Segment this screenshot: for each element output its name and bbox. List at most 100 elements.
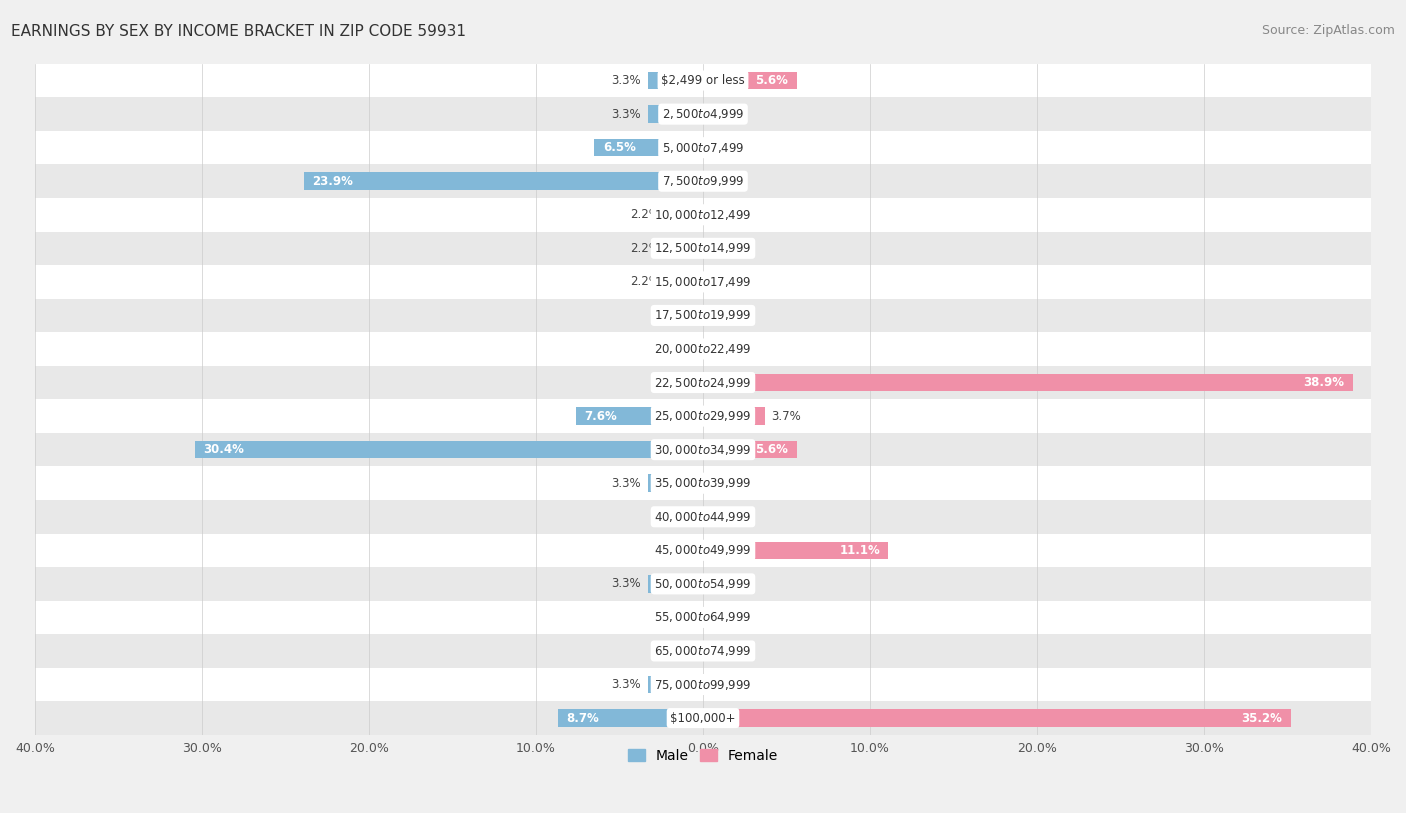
Text: $22,500 to $24,999: $22,500 to $24,999: [654, 376, 752, 389]
Bar: [35, 500, 1371, 533]
Text: 3.3%: 3.3%: [612, 74, 641, 87]
Text: 5.6%: 5.6%: [755, 443, 789, 456]
Text: 35.2%: 35.2%: [1241, 711, 1282, 724]
Bar: [703, 72, 797, 89]
Bar: [703, 541, 889, 559]
Text: 0.0%: 0.0%: [710, 241, 740, 254]
Bar: [666, 240, 703, 257]
Bar: [35, 366, 1371, 399]
Text: $55,000 to $64,999: $55,000 to $64,999: [654, 611, 752, 624]
Text: 11.1%: 11.1%: [839, 544, 880, 557]
Text: $5,000 to $7,499: $5,000 to $7,499: [662, 141, 744, 154]
Text: 0.0%: 0.0%: [710, 107, 740, 120]
Bar: [35, 298, 1371, 333]
Text: 7.6%: 7.6%: [585, 410, 617, 423]
Text: Source: ZipAtlas.com: Source: ZipAtlas.com: [1261, 24, 1395, 37]
Bar: [35, 333, 1371, 366]
Text: 0.0%: 0.0%: [666, 645, 696, 658]
Bar: [35, 567, 1371, 601]
Text: 0.0%: 0.0%: [666, 511, 696, 524]
Text: 0.0%: 0.0%: [710, 511, 740, 524]
Bar: [558, 710, 703, 727]
Text: $50,000 to $54,999: $50,000 to $54,999: [654, 577, 752, 591]
Text: $40,000 to $44,999: $40,000 to $44,999: [654, 510, 752, 524]
Bar: [648, 575, 703, 593]
Bar: [35, 667, 1371, 702]
Text: $15,000 to $17,499: $15,000 to $17,499: [654, 275, 752, 289]
Bar: [648, 676, 703, 693]
Text: $75,000 to $99,999: $75,000 to $99,999: [654, 677, 752, 692]
Text: 0.0%: 0.0%: [710, 175, 740, 188]
Text: 0.0%: 0.0%: [666, 544, 696, 557]
Bar: [35, 98, 1371, 131]
Text: $35,000 to $39,999: $35,000 to $39,999: [654, 476, 752, 490]
Text: 0.0%: 0.0%: [710, 645, 740, 658]
Text: 3.3%: 3.3%: [612, 476, 641, 489]
Text: $65,000 to $74,999: $65,000 to $74,999: [654, 644, 752, 658]
Bar: [666, 273, 703, 290]
Text: 5.6%: 5.6%: [755, 74, 789, 87]
Text: $30,000 to $34,999: $30,000 to $34,999: [654, 442, 752, 457]
Bar: [35, 601, 1371, 634]
Text: 0.0%: 0.0%: [710, 208, 740, 221]
Bar: [35, 634, 1371, 667]
Text: 0.0%: 0.0%: [710, 611, 740, 624]
Bar: [595, 139, 703, 156]
Bar: [35, 164, 1371, 198]
Text: $2,500 to $4,999: $2,500 to $4,999: [662, 107, 744, 121]
Text: 0.0%: 0.0%: [666, 611, 696, 624]
Text: $20,000 to $22,499: $20,000 to $22,499: [654, 342, 752, 356]
Bar: [35, 63, 1371, 98]
Bar: [648, 475, 703, 492]
Bar: [648, 72, 703, 89]
Bar: [703, 441, 797, 459]
Bar: [35, 131, 1371, 164]
Bar: [576, 407, 703, 425]
Text: $12,500 to $14,999: $12,500 to $14,999: [654, 241, 752, 255]
Text: 2.2%: 2.2%: [630, 208, 659, 221]
Text: 0.0%: 0.0%: [666, 376, 696, 389]
Bar: [703, 710, 1291, 727]
Text: 6.5%: 6.5%: [603, 141, 636, 154]
Text: EARNINGS BY SEX BY INCOME BRACKET IN ZIP CODE 59931: EARNINGS BY SEX BY INCOME BRACKET IN ZIP…: [11, 24, 467, 39]
Bar: [35, 702, 1371, 735]
Text: 3.3%: 3.3%: [612, 678, 641, 691]
Text: 0.0%: 0.0%: [710, 141, 740, 154]
Text: $2,499 or less: $2,499 or less: [661, 74, 745, 87]
Text: 8.7%: 8.7%: [567, 711, 599, 724]
Bar: [35, 232, 1371, 265]
Bar: [35, 533, 1371, 567]
Text: 0.0%: 0.0%: [710, 678, 740, 691]
Bar: [648, 106, 703, 123]
Bar: [35, 433, 1371, 467]
Bar: [35, 399, 1371, 433]
Text: 0.0%: 0.0%: [710, 276, 740, 289]
Bar: [195, 441, 703, 459]
Bar: [666, 206, 703, 224]
Bar: [703, 374, 1353, 391]
Legend: Male, Female: Male, Female: [623, 743, 783, 768]
Text: 30.4%: 30.4%: [204, 443, 245, 456]
Text: $10,000 to $12,499: $10,000 to $12,499: [654, 208, 752, 222]
Text: $25,000 to $29,999: $25,000 to $29,999: [654, 409, 752, 423]
Text: 2.2%: 2.2%: [630, 276, 659, 289]
Text: $7,500 to $9,999: $7,500 to $9,999: [662, 174, 744, 189]
Text: $100,000+: $100,000+: [671, 711, 735, 724]
Text: 0.0%: 0.0%: [710, 309, 740, 322]
Text: 3.7%: 3.7%: [772, 410, 801, 423]
Text: $17,500 to $19,999: $17,500 to $19,999: [654, 308, 752, 323]
Text: 2.2%: 2.2%: [630, 241, 659, 254]
Text: 0.0%: 0.0%: [710, 476, 740, 489]
Text: 0.0%: 0.0%: [710, 577, 740, 590]
Bar: [304, 172, 703, 190]
Text: 0.0%: 0.0%: [710, 342, 740, 355]
Bar: [35, 467, 1371, 500]
Text: 0.0%: 0.0%: [666, 342, 696, 355]
Text: 23.9%: 23.9%: [312, 175, 353, 188]
Bar: [703, 407, 765, 425]
Text: 3.3%: 3.3%: [612, 577, 641, 590]
Text: 0.0%: 0.0%: [666, 309, 696, 322]
Bar: [35, 265, 1371, 298]
Text: 38.9%: 38.9%: [1303, 376, 1344, 389]
Text: 3.3%: 3.3%: [612, 107, 641, 120]
